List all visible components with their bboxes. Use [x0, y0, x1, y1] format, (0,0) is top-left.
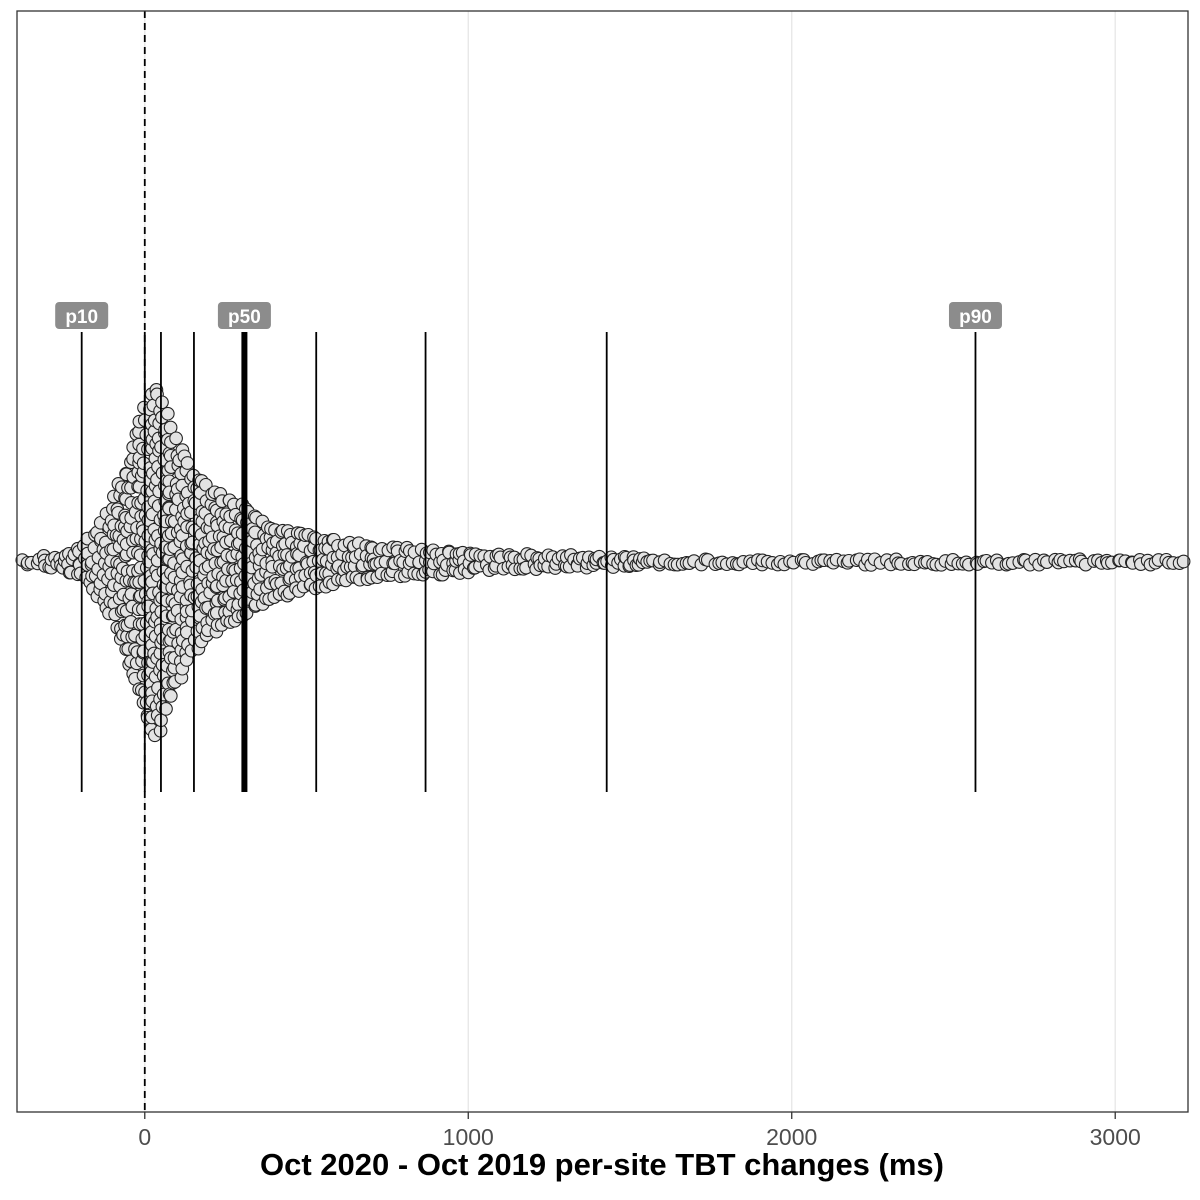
- percentile-label-p50: p50: [228, 307, 261, 328]
- percentile-label-p10: p10: [65, 307, 98, 328]
- swarm-point: [155, 395, 169, 410]
- percentile-label-box-p10: [55, 302, 109, 329]
- panel-border: [16, 10, 1189, 1113]
- swarm-point: [159, 702, 173, 716]
- swarm-point: [160, 406, 175, 421]
- percentile-label-box-p90: [948, 302, 1002, 329]
- x-tick-label: 3000: [1090, 1124, 1141, 1150]
- percentile-lines: [80, 332, 977, 792]
- x-axis: 0 1000 2000 3000: [138, 1112, 1141, 1150]
- swarm-point: [198, 477, 213, 492]
- swarm-point: [1176, 554, 1191, 569]
- x-axis-title: Oct 2020 - Oct 2019 per-site TBT changes…: [260, 1147, 944, 1182]
- x-tick-label: 1000: [443, 1124, 494, 1150]
- swarm-point: [169, 431, 183, 446]
- x-tick-label: 0: [138, 1124, 151, 1150]
- percentile-label-p90: p90: [959, 307, 992, 328]
- swarm-point: [180, 456, 195, 470]
- percentile-label-box-p50: [217, 302, 271, 329]
- swarm-points: [15, 383, 1191, 743]
- swarm-point: [163, 420, 178, 435]
- percentile-labels: p10 p50 p90: [55, 302, 1002, 329]
- x-tick-label: 2000: [766, 1124, 817, 1150]
- swarm-point: [163, 689, 178, 703]
